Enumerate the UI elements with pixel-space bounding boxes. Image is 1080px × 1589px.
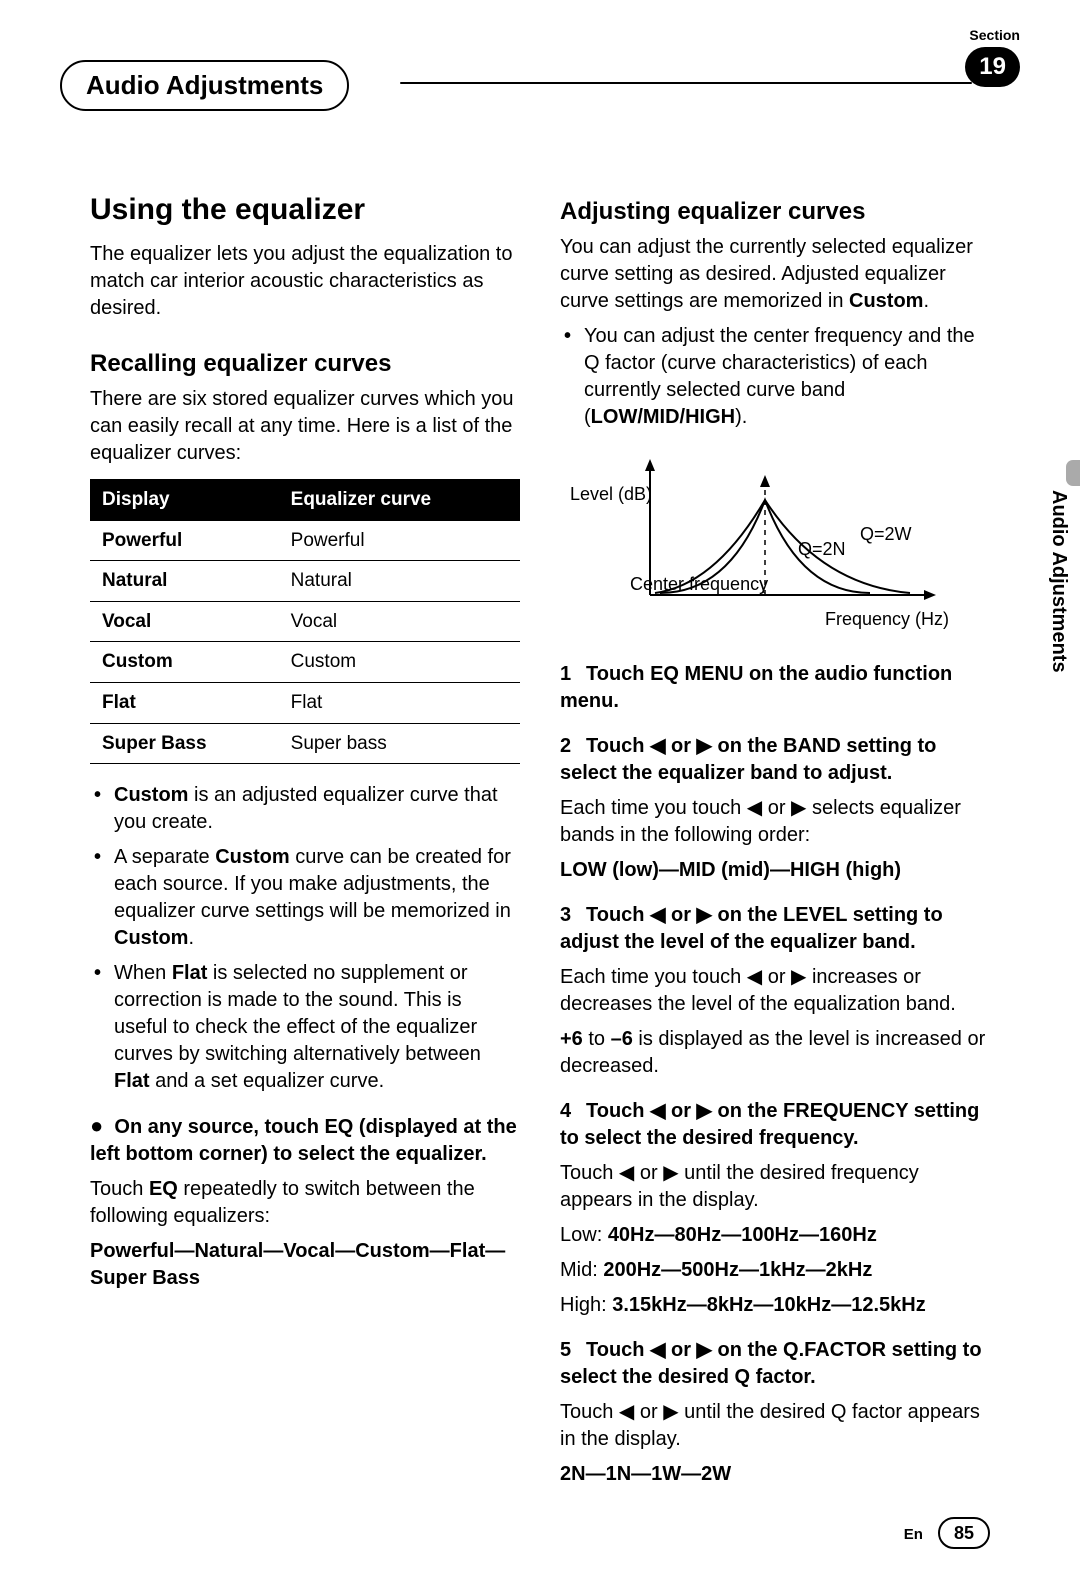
- page-header: Audio Adjustments Section 19: [60, 60, 1020, 110]
- diagram-q2w: Q=2W: [860, 524, 912, 544]
- header-rule: [400, 82, 972, 84]
- table-row: VocalVocal: [90, 601, 520, 642]
- procedure-eq-select: ● On any source, touch EQ (displayed at …: [90, 1111, 520, 1292]
- list-item: A separate Custom curve can be created f…: [90, 844, 520, 952]
- left-column: Using the equalizer The equalizer lets y…: [90, 190, 520, 1496]
- lead-head: On any source, touch EQ (displayed at th…: [90, 1116, 517, 1165]
- table-header: Equalizer curve: [279, 479, 520, 521]
- table-row: PowerfulPowerful: [90, 521, 520, 561]
- page-number: 85: [938, 1517, 990, 1549]
- section-label: Section: [965, 26, 1020, 45]
- table-row: CustomCustom: [90, 642, 520, 683]
- step-1: 1Touch EQ MENU on the audio function men…: [560, 661, 990, 715]
- side-tab-label: Audio Adjustments: [1045, 490, 1072, 673]
- diagram-ylabel: Level (dB): [570, 484, 652, 504]
- recall-intro: There are six stored equalizer curves wh…: [90, 386, 520, 467]
- heading-using-equalizer: Using the equalizer: [90, 190, 520, 231]
- table-header: Display: [90, 479, 279, 521]
- section-badge: Section 19: [965, 26, 1020, 87]
- lead-body: Touch EQ repeatedly to switch between th…: [90, 1176, 520, 1230]
- step-5: 5Touch ◀ or ▶ on the Q.FACTOR setting to…: [560, 1337, 990, 1488]
- section-number: 19: [965, 47, 1020, 87]
- equalizer-table: Display Equalizer curve PowerfulPowerful…: [90, 479, 520, 764]
- diagram-xlabel: Frequency (Hz): [825, 609, 949, 629]
- bullet-icon: ●: [90, 1113, 103, 1138]
- intro-text: The equalizer lets you adjust the equali…: [90, 241, 520, 322]
- list-item: When Flat is selected no supplement or c…: [90, 960, 520, 1095]
- list-item: Custom is an adjusted equalizer curve th…: [90, 782, 520, 836]
- adj-bullet-list: You can adjust the center frequency and …: [560, 323, 990, 431]
- step-3: 3Touch ◀ or ▶ on the LEVEL setting to ad…: [560, 902, 990, 1080]
- chapter-title: Audio Adjustments: [60, 60, 349, 111]
- heading-adjusting: Adjusting equalizer curves: [560, 196, 990, 228]
- list-item: You can adjust the center frequency and …: [560, 323, 990, 431]
- diagram-cf-label: Center frequency: [630, 574, 768, 594]
- step-4: 4Touch ◀ or ▶ on the FREQUENCY setting t…: [560, 1098, 990, 1319]
- table-row: FlatFlat: [90, 683, 520, 724]
- footer-lang: En: [904, 1526, 923, 1543]
- diagram-q2n: Q=2N: [798, 539, 846, 559]
- adj-intro: You can adjust the currently selected eq…: [560, 234, 990, 315]
- q-factor-diagram: Level (dB) Frequency (Hz) Center frequen…: [560, 445, 990, 643]
- heading-recalling: Recalling equalizer curves: [90, 348, 520, 380]
- side-tab-handle: [1066, 460, 1080, 486]
- notes-list: Custom is an adjusted equalizer curve th…: [90, 782, 520, 1095]
- right-column: Adjusting equalizer curves You can adjus…: [560, 190, 990, 1496]
- table-row: NaturalNatural: [90, 561, 520, 602]
- page-footer: En 85: [904, 1517, 990, 1549]
- lead-sequence: Powerful—Natural—Vocal—Custom—Flat—Super…: [90, 1238, 520, 1292]
- step-2: 2Touch ◀ or ▶ on the BAND setting to sel…: [560, 733, 990, 884]
- table-row: Super BassSuper bass: [90, 723, 520, 764]
